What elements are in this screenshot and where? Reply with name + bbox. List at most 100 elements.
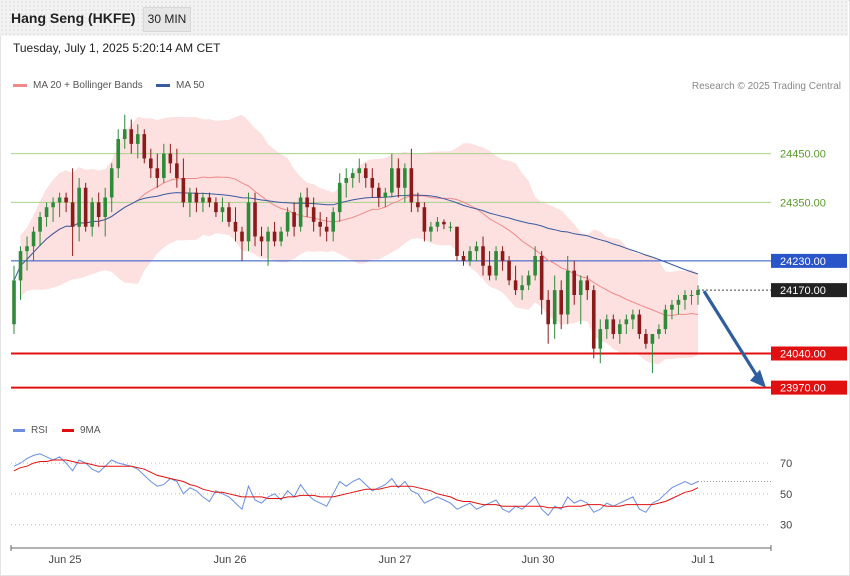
candle-body-66 <box>442 221 446 225</box>
candle-body-5 <box>44 207 49 217</box>
candle-body-3 <box>31 231 36 247</box>
candle-body-84 <box>559 290 563 315</box>
legend-9ma: 9MA <box>62 425 101 436</box>
candle-body-35 <box>240 231 244 242</box>
candle-body-101 <box>670 304 674 310</box>
candle-body-68 <box>455 226 459 256</box>
candle-body-73 <box>487 265 492 276</box>
candle-body-20 <box>142 134 147 159</box>
candle-body-103 <box>683 295 687 300</box>
candle-body-0 <box>12 280 16 325</box>
candle-body-27 <box>188 192 192 203</box>
x-tick-label-2: Jun 27 <box>378 554 411 566</box>
candle-body-102 <box>676 299 681 305</box>
candle-body-58 <box>390 168 394 193</box>
candle-body-9 <box>70 202 75 227</box>
candle-body-26 <box>181 178 186 203</box>
x-tick-label-3: Jun 30 <box>521 554 554 566</box>
ma20-label: MA 20 + Bollinger Bands <box>33 80 143 91</box>
candle-body-32 <box>220 207 225 213</box>
candle-body-93 <box>618 324 622 334</box>
rsi-ma9-line <box>13 459 699 509</box>
candle-body-91 <box>605 319 609 330</box>
header-bar: Hang Seng (HKFE) 30 MIN <box>0 0 848 36</box>
candle-body-104 <box>689 295 694 296</box>
candle-body-94 <box>624 319 629 325</box>
candle-body-95 <box>631 314 635 320</box>
ma50-line <box>13 192 699 281</box>
rsi-tick-label-2: 30 <box>780 520 792 532</box>
level-label-3: 24170.00 <box>780 285 826 297</box>
candle-body-54 <box>363 168 368 178</box>
x-tick-label-0: Jun 25 <box>48 554 81 566</box>
level-tag-2 <box>771 253 847 268</box>
candle-body-25 <box>175 163 179 178</box>
candle-body-24 <box>168 153 173 164</box>
level-tag-4 <box>771 346 847 361</box>
candle-body-41 <box>279 231 283 242</box>
candle-body-62 <box>416 202 420 208</box>
candle-body-81 <box>539 256 544 300</box>
instrument-title: Hang Seng (HKFE) <box>11 10 136 26</box>
candle-body-48 <box>324 226 329 232</box>
candle-body-72 <box>481 246 485 266</box>
candle-body-31 <box>214 202 218 213</box>
candle-body-7 <box>57 197 62 203</box>
candle-body-90 <box>598 329 603 349</box>
candle-body-29 <box>201 197 205 203</box>
candle-body-69 <box>461 256 466 261</box>
candle-body-4 <box>38 217 42 232</box>
candle-body-83 <box>552 290 557 325</box>
rsi-label: RSI <box>31 425 48 436</box>
ma50-swatch <box>156 83 170 87</box>
candle-body-71 <box>474 246 479 252</box>
candle-body-46 <box>311 207 316 222</box>
candle-body-82 <box>546 299 550 325</box>
candle-body-60 <box>403 168 407 188</box>
candle-body-75 <box>500 251 505 261</box>
candle-body-33 <box>227 207 231 222</box>
projection-arrow-shaft <box>702 290 760 379</box>
level-tag-5 <box>771 380 847 395</box>
candle-body-89 <box>591 290 596 349</box>
candle-body-11 <box>83 187 88 227</box>
candle-body-87 <box>578 280 583 295</box>
candle-body-38 <box>259 236 264 242</box>
timeframe-button[interactable]: 30 MIN <box>143 7 191 32</box>
candle-body-37 <box>253 202 257 237</box>
candle-body-55 <box>370 178 375 188</box>
candle-body-43 <box>292 212 296 227</box>
candle-body-74 <box>494 251 498 276</box>
candle-body-64 <box>429 226 433 232</box>
candle-body-100 <box>663 309 668 330</box>
candle-body-56 <box>377 187 381 198</box>
candle-body-51 <box>344 178 349 183</box>
level-label-0: 24450.00 <box>780 149 826 161</box>
candle-body-34 <box>233 221 238 232</box>
candle-body-21 <box>149 158 153 169</box>
candle-body-45 <box>305 197 309 208</box>
candle-body-15 <box>109 168 114 198</box>
candle-body-49 <box>331 212 335 232</box>
candle-body-50 <box>337 182 342 213</box>
candle-body-61 <box>409 168 414 203</box>
candle-body-63 <box>422 207 427 232</box>
rsi-tick-label-1: 50 <box>780 489 792 501</box>
legend-ma20: MA 20 + Bollinger Bands <box>13 80 143 91</box>
candle-body-59 <box>396 168 401 188</box>
level-label-1: 24350.00 <box>780 197 826 209</box>
candle-body-47 <box>318 221 322 227</box>
candle-body-67 <box>448 226 453 228</box>
candle-body-28 <box>194 192 199 203</box>
candle-body-85 <box>565 270 570 315</box>
candle-body-12 <box>90 202 94 227</box>
level-label-5: 23970.00 <box>780 383 826 395</box>
candle-body-19 <box>135 134 140 144</box>
bollinger-band <box>20 114 698 365</box>
candle-body-10 <box>77 187 81 227</box>
ma9-label: 9MA <box>80 425 101 436</box>
candle-body-78 <box>520 285 524 291</box>
rsi-tick-label-0: 70 <box>780 458 792 470</box>
candle-body-8 <box>64 197 68 203</box>
